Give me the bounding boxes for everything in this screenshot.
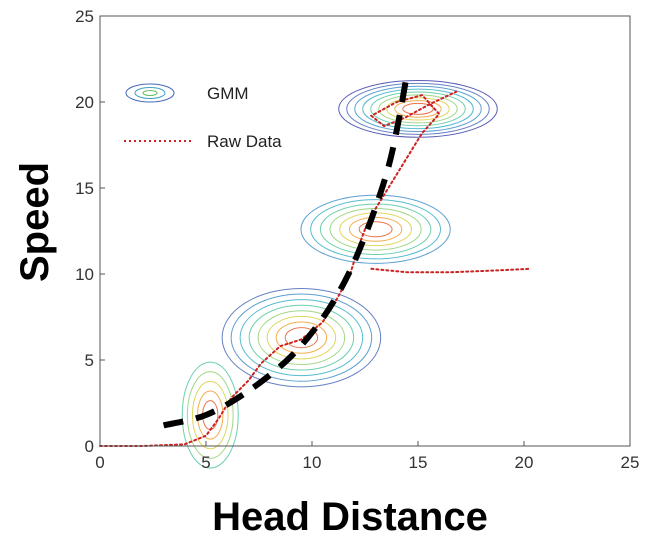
gmm-contour-line xyxy=(402,102,434,115)
plot-frame xyxy=(99,15,631,447)
gmm-contour-line xyxy=(338,80,498,138)
x-tick-label: 25 xyxy=(621,453,640,472)
raw-data-line xyxy=(99,90,458,447)
x-tick-label: 5 xyxy=(201,453,210,472)
legend: GMM Raw Data xyxy=(124,83,282,151)
gmm-contour-line xyxy=(248,304,355,371)
gmm-contour-line xyxy=(221,287,382,388)
gmm-contour-line xyxy=(300,194,451,264)
gmm-contour-line xyxy=(181,361,239,469)
y-tick-label: 0 xyxy=(85,437,94,456)
legend-raw-data-label: Raw Data xyxy=(207,132,282,151)
gmm-contour-line xyxy=(348,216,403,242)
x-axis-ticks: 0 5 10 15 20 25 xyxy=(95,441,639,472)
gmm-contour-line xyxy=(239,299,364,377)
gmm-contour-line xyxy=(191,380,229,450)
trend-curve-path xyxy=(162,70,411,429)
gmm-contour-line xyxy=(319,203,432,255)
raw-data-series xyxy=(99,90,532,447)
gmm-contour-line xyxy=(354,85,482,133)
gmm-contour-line xyxy=(275,321,328,354)
gmm-contour-line xyxy=(284,327,319,349)
y-axis-ticks: 0 5 10 15 20 25 xyxy=(75,7,105,456)
gmm-contour-line xyxy=(266,315,337,360)
gmm-contour-line xyxy=(370,91,466,127)
y-tick-label: 15 xyxy=(75,179,94,198)
gmm-contour-line xyxy=(378,94,458,124)
y-tick-label: 20 xyxy=(75,93,94,112)
x-tick-label: 20 xyxy=(515,453,534,472)
gmm-contour-line xyxy=(386,97,450,121)
x-tick-label: 0 xyxy=(95,453,104,472)
gmm-contours xyxy=(181,80,498,469)
gmm-contour-line xyxy=(358,221,393,238)
y-tick-label: 10 xyxy=(75,265,94,284)
y-tick-label: 25 xyxy=(75,7,94,26)
gmm-contour-line xyxy=(230,293,373,382)
x-axis-label: Head Distance xyxy=(212,495,488,537)
gmm-contour-line xyxy=(346,82,490,135)
raw-data-line xyxy=(370,267,532,274)
y-tick-label: 5 xyxy=(85,351,94,370)
gmm-contour-line xyxy=(394,100,442,118)
trend-curve xyxy=(162,70,411,429)
x-tick-label: 10 xyxy=(303,453,322,472)
gmm-contour-line xyxy=(257,310,346,365)
x-tick-label: 15 xyxy=(409,453,428,472)
gmm-contour-line xyxy=(186,371,234,459)
legend-gmm-label: GMM xyxy=(207,84,249,103)
legend-gmm-icon xyxy=(125,83,175,103)
y-axis-label: Speed xyxy=(13,162,57,282)
gmm-contour-line xyxy=(362,88,474,130)
gmm-contour-line xyxy=(310,199,442,260)
